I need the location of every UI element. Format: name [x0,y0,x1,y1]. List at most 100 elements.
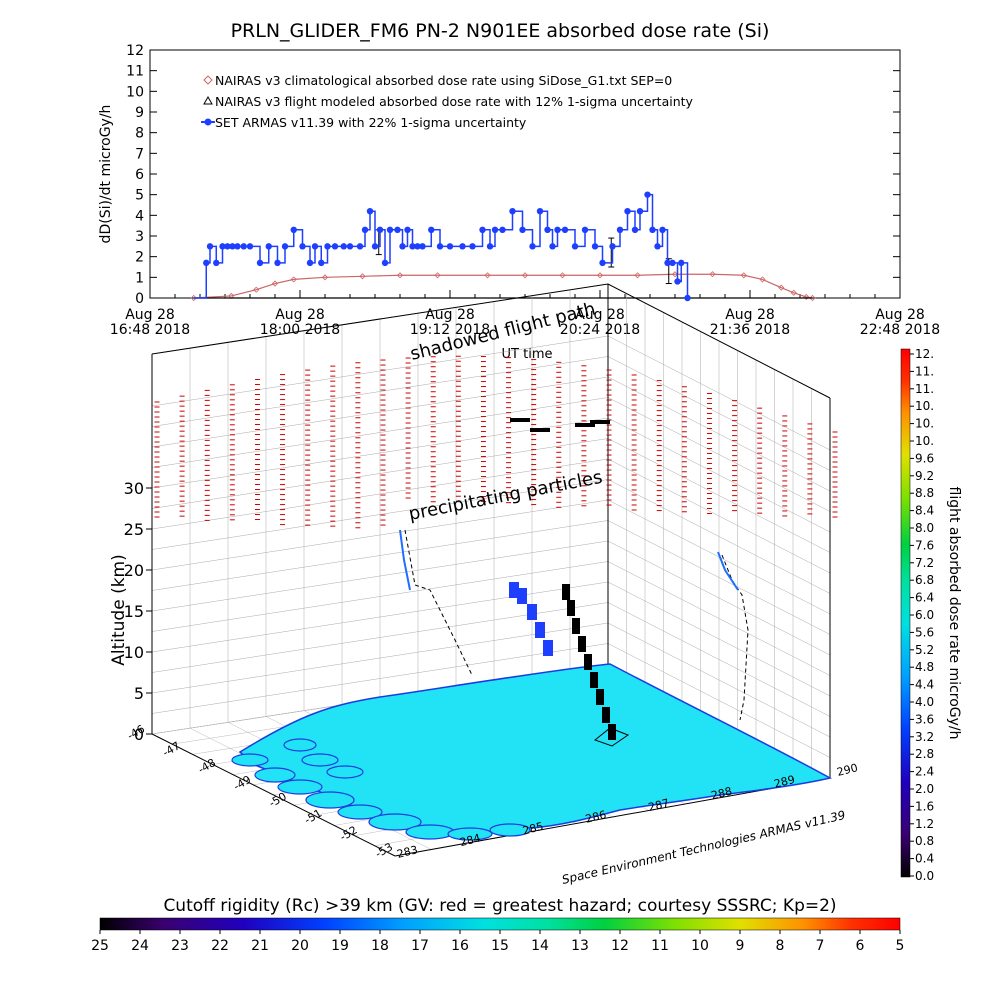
series-armas-point [659,226,666,233]
dose-colorbar-tick-label: 0.4 [915,852,934,866]
series-armas-point [340,243,347,250]
series-armas-point [299,243,306,250]
rigidity-colorbar-tick-label: 24 [131,938,149,954]
grid-line [151,581,609,653]
rigidity-colorbar [99,917,901,931]
rigidity-colorbar-tick-label: 10 [691,938,709,954]
track-segment [572,618,580,634]
track-segment-side [399,529,411,591]
top-y-tick-label: 3 [135,229,144,245]
series-armas-point [561,226,569,233]
dose-colorbar-tick-label: 11. [915,382,934,396]
top-shadow-mark [510,418,530,422]
grid-line [607,417,831,533]
dose-colorbar-tick-label: 6.0 [915,608,934,622]
series-climatological-point [596,272,604,279]
series-armas-point [404,226,411,233]
top-y-tick-label: 12 [126,43,144,59]
grid-line [607,602,831,717]
dose-colorbar-tick-label: 7.2 [915,556,934,570]
series-armas-point [669,259,676,267]
series-armas-point [636,208,644,215]
dose-colorbar-tick-label: 10. [915,417,934,431]
rigidity-colorbar-tick-label: 7 [816,938,825,954]
grid-line [607,376,831,492]
box-edge [394,777,831,857]
coastal-island [368,813,422,831]
series-armas-point [599,259,606,267]
series-armas-point [366,208,374,215]
series-armas-point [649,226,656,233]
series-armas-point [274,259,281,267]
track-segment-blue [527,604,537,620]
series-armas-point [436,243,444,250]
grid-line [607,335,831,451]
legend-marker-diamond [203,75,213,85]
top-x-tick-time: 19:12 2018 [410,322,490,338]
series-climatological-line [193,273,813,299]
series-armas-point [399,243,406,250]
grid-line [607,643,831,758]
series-armas-point [371,243,379,250]
top-y-tick-label: 2 [135,250,144,266]
top-x-tick-time: 22:48 2018 [860,322,940,338]
track-segment [590,672,598,688]
series-armas-point [616,226,624,233]
grid-line [607,561,831,676]
legend-label: NAIRAS v3 flight modeled absorbed dose r… [215,94,694,109]
top-y-tick-label: 9 [135,105,144,121]
dose-colorbar-tick-label: 9.2 [915,469,934,483]
lon-tick-label: 290 [836,761,860,779]
grid-line [607,458,831,574]
z-tick-label: 15 [124,602,144,621]
series-climatological-point [484,272,491,279]
series-armas-point [446,243,454,250]
series-armas-point [331,243,339,250]
dose-colorbar-tick-label: 1.6 [915,799,934,813]
rigidity-colorbar-tick-label: 11 [651,938,669,954]
rigidity-colorbar-tick-label: 19 [331,938,349,954]
grid-line [151,499,609,571]
series-armas-point [356,243,364,250]
series-armas-point [234,243,241,250]
series-climatological-point [434,272,441,279]
track-segment [562,584,570,600]
series-armas-point [306,259,314,267]
top-x-tick-time: 20:24 2018 [560,322,640,338]
series-armas-point [519,226,526,233]
coastal-island [447,827,493,841]
series-climatological-point [271,280,279,287]
top-y-tick-label: 8 [135,126,144,142]
series-armas-point [290,226,297,233]
dose-colorbar-tick-label: 11. [915,364,934,378]
dose-colorbar-tick-label: 2.8 [915,747,934,761]
series-armas-point [386,226,394,233]
grid-line [607,622,831,738]
series-climatological-point [778,284,785,291]
top-x-tick-date: Aug 28 [575,307,625,323]
dose-colorbar-tick-label: 9.6 [915,451,934,465]
rigidity-colorbar-tick-label: 23 [171,938,189,954]
track-segment-blue [543,640,553,656]
rigidity-colorbar-tick-label: 18 [371,938,389,954]
z-tick-label: 30 [124,479,144,498]
coastal-island [305,791,355,809]
legend-label: NAIRAS v3 climatological absorbed dose r… [215,73,672,88]
grid-line [607,520,831,635]
dose-colorbar-tick-label: 7.6 [915,538,934,552]
top-x-tick-date: Aug 28 [725,307,775,323]
rigidity-colorbar-tick-label: 13 [571,938,589,954]
lon-tick-label: 287 [647,796,671,814]
dose-colorbar-tick-label: 8.4 [915,504,934,518]
flight-track [154,355,838,747]
series-armas-point [609,243,616,250]
altitude-axis-label: Altitude (km) [109,554,129,666]
shadow-path [721,554,749,721]
series-climatological-point [790,289,797,296]
series-climatological-point [671,271,679,278]
track-segment-blue [517,588,527,604]
grid-line [607,581,831,697]
series-climatological-point [396,272,404,279]
grid-line [151,335,609,407]
rigidity-colorbar-tick-label: 15 [491,938,509,954]
